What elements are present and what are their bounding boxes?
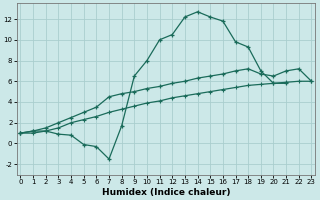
X-axis label: Humidex (Indice chaleur): Humidex (Indice chaleur) <box>102 188 230 197</box>
